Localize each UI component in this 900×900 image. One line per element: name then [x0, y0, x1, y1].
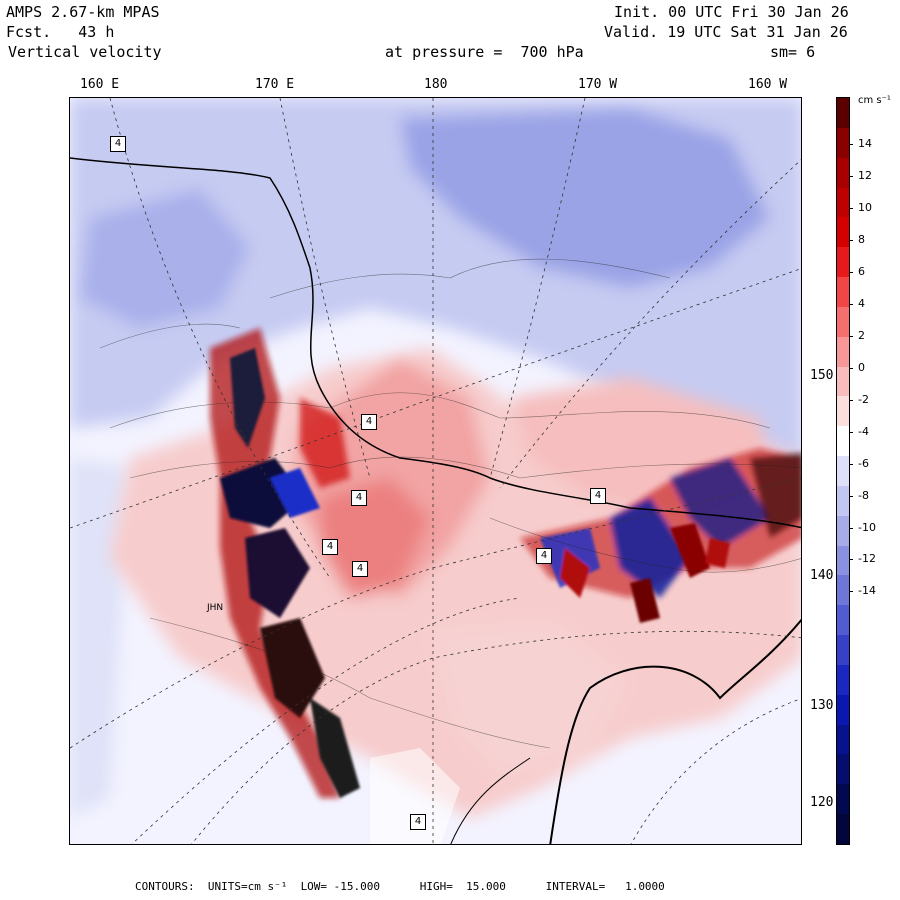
contour-label-box: 4 — [536, 548, 552, 564]
contour-label-box: 4 — [590, 488, 606, 504]
pressure-level: at pressure = 700 hPa — [385, 43, 584, 61]
colorbar-segment — [837, 456, 849, 487]
colorbar-segment — [837, 694, 849, 725]
colorbar-segment — [837, 545, 849, 576]
lon-label-160w: 160 W — [748, 77, 788, 92]
contour-label-box: 4 — [361, 414, 377, 430]
colorbar-segment — [837, 814, 849, 845]
colorbar-tick — [849, 527, 853, 529]
colorbar-segment — [837, 426, 849, 457]
contour-info-footer: CONTOURS: UNITS=cm s⁻¹ LOW= -15.000 HIGH… — [135, 880, 665, 893]
colorbar-segment — [837, 127, 849, 158]
colorbar-tick — [849, 591, 853, 593]
init-time: Init. 00 UTC Fri 30 Jan 26 — [614, 3, 849, 21]
colorbar-label: -4 — [858, 424, 869, 438]
colorbar-segment — [837, 98, 849, 128]
colorbar-segment — [837, 187, 849, 218]
colorbar-tick — [849, 239, 853, 241]
colorbar-label: -8 — [858, 488, 869, 502]
lon-label-170e: 170 E — [255, 77, 295, 92]
colorbar-tick — [849, 335, 853, 337]
contour-lines — [99, 258, 801, 749]
colorbar-tick — [849, 399, 853, 401]
lon-label-180: 180 — [424, 77, 448, 92]
colorbar-label: -10 — [858, 520, 876, 534]
vertical-velocity-field: JHN — [70, 98, 801, 844]
colorbar-label: -2 — [858, 392, 869, 406]
contour-label-box: 4 — [410, 814, 426, 830]
colorbar-tick — [849, 495, 853, 497]
colorbar-segment — [837, 724, 849, 755]
colorbar-segment — [837, 485, 849, 516]
model-title: AMPS 2.67-km MPAS — [6, 3, 160, 21]
colorbar-tick — [849, 303, 853, 305]
colorbar-unit: cm s⁻¹ — [858, 95, 891, 106]
contour-label-box: 4 — [352, 561, 368, 577]
colorbar-label: 0 — [858, 360, 865, 374]
colorbar-label: 6 — [858, 264, 865, 278]
colorbar-tick — [849, 559, 853, 561]
lon-label-170w: 170 W — [578, 77, 618, 92]
contour-label-box: 4 — [322, 539, 338, 555]
colorbar-label: 8 — [858, 232, 865, 246]
colorbar-label: 10 — [858, 200, 872, 214]
colorbar-tick — [849, 367, 853, 369]
colorbar-segment — [837, 784, 849, 815]
colorbar-segment — [837, 277, 849, 308]
colorbar-label: 12 — [858, 168, 872, 182]
colorbar-segment — [837, 754, 849, 785]
colorbar-tick — [849, 207, 853, 209]
colorbar-segment — [837, 336, 849, 367]
colorbar-segment — [837, 664, 849, 695]
colorbar-tick — [849, 175, 853, 177]
colorbar-tick — [849, 463, 853, 465]
colorbar — [836, 97, 850, 845]
graticule — [70, 98, 801, 844]
map-panel[interactable]: JHN 4 4 4 4 4 4 4 4 — [69, 97, 802, 845]
colorbar-segment — [837, 635, 849, 666]
colorbar-tick — [849, 144, 853, 145]
missing-data-speckles — [370, 748, 460, 844]
mountain-dipoles — [220, 348, 730, 798]
colorbar-label: 4 — [858, 296, 865, 310]
colorbar-label: 2 — [858, 328, 865, 342]
colorbar-label: 14 — [858, 137, 872, 150]
colorbar-segment — [837, 217, 849, 248]
colorbar-label: -14 — [858, 584, 876, 598]
contour-label-box: 4 — [351, 490, 367, 506]
smoothing-label: sm= 6 — [770, 43, 816, 61]
colorbar-segment — [837, 515, 849, 546]
colorbar-tick — [849, 431, 853, 433]
colorbar-label: -6 — [858, 456, 869, 470]
colorbar-segment — [837, 396, 849, 427]
field-name: Vertical velocity — [8, 43, 162, 61]
colorbar-segment — [837, 306, 849, 337]
colorbar-segment — [837, 575, 849, 606]
contour-label-box: 4 — [110, 136, 126, 152]
coastline — [70, 157, 801, 844]
lon-label-160e: 160 E — [80, 77, 120, 92]
valid-time: Valid. 19 UTC Sat 31 Jan 26 — [604, 23, 848, 41]
colorbar-label: -12 — [858, 552, 876, 566]
colorbar-segment — [837, 366, 849, 397]
place-label-jhn: JHN — [206, 603, 223, 613]
forecast-hour: Fcst. 43 h — [6, 23, 115, 41]
colorbar-segment — [837, 605, 849, 636]
colorbar-segment — [837, 247, 849, 278]
colorbar-segment — [837, 157, 849, 188]
colorbar-tick — [849, 271, 853, 273]
